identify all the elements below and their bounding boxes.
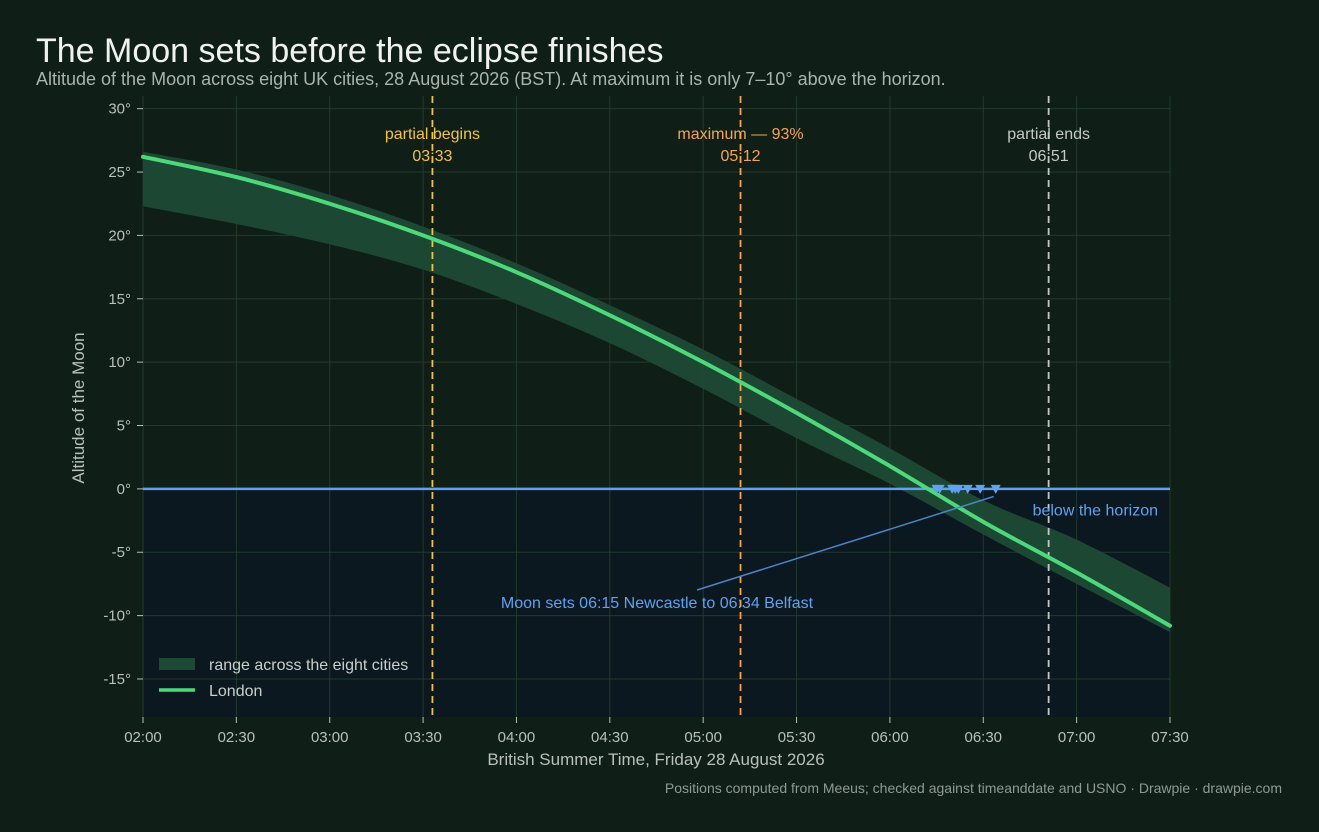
y-axis-label: Altitude of the Moon — [69, 332, 88, 483]
london-series — [141, 154, 1172, 628]
moonset-marker-5 — [962, 484, 973, 494]
moonset-marker-4 — [953, 484, 964, 494]
legend: range across the eight cities London — [159, 657, 408, 700]
range-band — [143, 151, 1170, 633]
y-tick-label-6: 15° — [108, 291, 131, 308]
y-tick-label-5: 10° — [108, 354, 131, 371]
y-tick-label-2: -5° — [112, 544, 131, 561]
x-tick-label-1: 02:30 — [218, 729, 256, 746]
event-time-2: 06:51 — [1029, 148, 1069, 165]
event-time-0: 03:33 — [412, 148, 452, 165]
event-time-1: 05:12 — [721, 148, 761, 165]
x-tick-label-7: 05:30 — [778, 729, 816, 746]
chart-subtitle: Altitude of the Moon across eight UK cit… — [36, 69, 946, 89]
y-tick-label-3: 0° — [117, 481, 131, 498]
moonset-markers — [931, 484, 1001, 494]
moonset-marker-6 — [975, 484, 986, 494]
eclipse-event-markers: partial begins 03:33 maximum — 93% 05:12 par… — [385, 96, 1090, 717]
legend-label-london: London — [209, 683, 262, 700]
x-axis-ticks: 02:00 02:30 03:00 03:30 04:00 04:30 05:00 05:30… — [124, 717, 1189, 746]
y-tick-label-8: 25° — [108, 164, 131, 181]
y-tick-label-1: -10° — [103, 608, 131, 625]
x-tick-label-10: 07:00 — [1058, 729, 1096, 746]
y-tick-label-7: 20° — [108, 227, 131, 244]
moonset-marker-7 — [990, 484, 1001, 494]
legend-swatch-range — [159, 658, 195, 670]
y-tick-label-0: -15° — [103, 671, 131, 688]
x-tick-label-3: 03:30 — [404, 729, 442, 746]
moonset-annotation: Moon sets 06:15 Newcastle to 06:34 Belfa… — [501, 595, 814, 612]
below-horizon-label: below the horizon — [1033, 502, 1158, 519]
annotations: below the horizon Moon sets 06:15 Newcast… — [501, 495, 1158, 612]
event-label-2: partial ends — [1007, 126, 1090, 143]
moonset-leader-line — [696, 495, 994, 591]
x-tick-label-5: 04:30 — [591, 729, 629, 746]
event-label-0: partial begins — [385, 126, 480, 143]
x-tick-label-0: 02:00 — [124, 729, 162, 746]
london-line — [141, 154, 1172, 628]
event-label-1: maximum — 93% — [677, 126, 803, 143]
y-tick-label-9: 30° — [108, 101, 131, 118]
x-tick-label-2: 03:00 — [311, 729, 349, 746]
y-tick-label-4: 5° — [117, 418, 131, 435]
x-tick-label-6: 05:00 — [684, 729, 722, 746]
x-axis-label: British Summer Time, Friday 28 August 20… — [487, 750, 824, 769]
x-tick-label-11: 07:30 — [1151, 729, 1189, 746]
x-tick-label-4: 04:00 — [498, 729, 536, 746]
footer-credit: Positions computed from Meeus; checked a… — [665, 780, 1282, 796]
chart-title: The Moon sets before the eclipse finishe… — [36, 32, 663, 70]
x-tick-label-8: 06:00 — [871, 729, 909, 746]
legend-label-range: range across the eight cities — [209, 657, 408, 674]
y-axis-ticks: -15° -10° -5° 0° 5° 10° 15° 20° 25° 30° — [103, 101, 143, 688]
moonset-marker-1 — [934, 484, 945, 494]
cities-range-band — [143, 151, 1170, 633]
x-tick-label-9: 06:30 — [964, 729, 1002, 746]
